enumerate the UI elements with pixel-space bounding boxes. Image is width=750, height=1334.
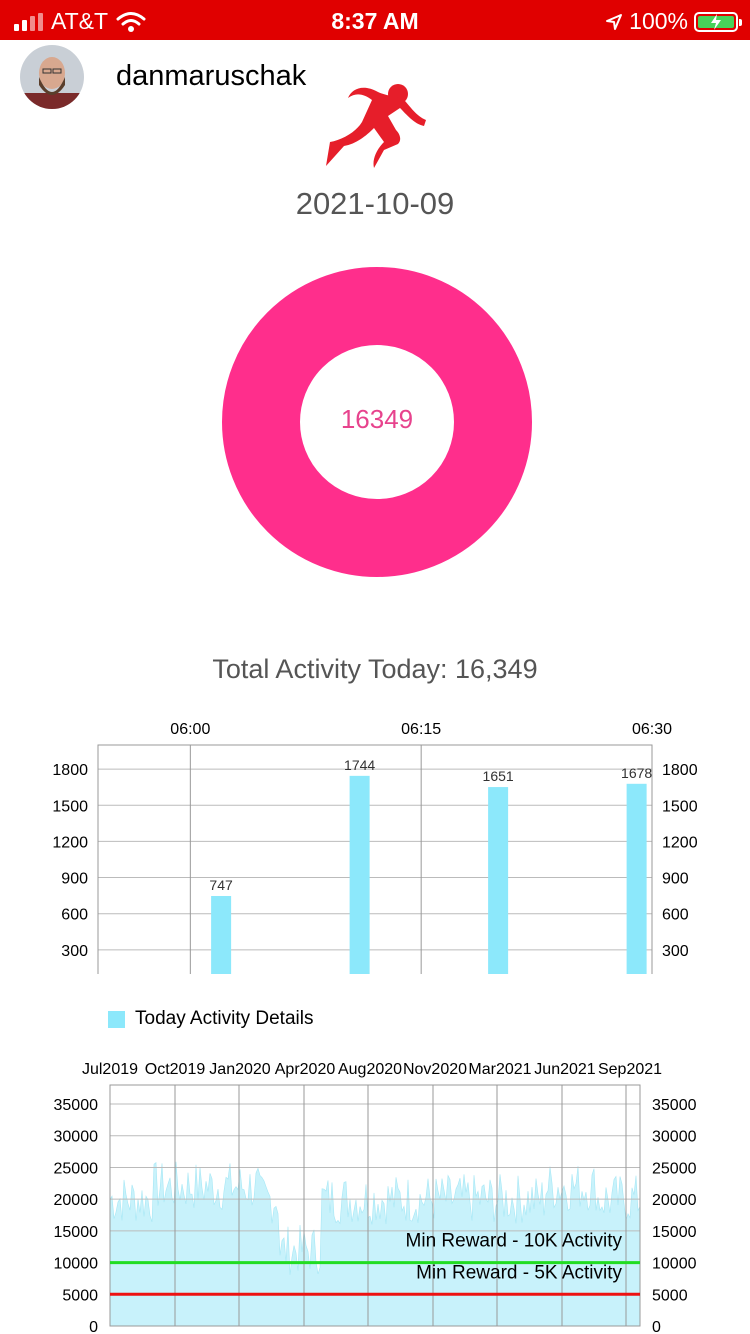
avatar[interactable]	[20, 45, 84, 109]
bar-value-label: 747	[209, 877, 233, 893]
y-tick-label-right: 30000	[652, 1129, 697, 1146]
plot-frame	[97, 744, 653, 974]
x-tick-label: Jan2020	[209, 1061, 270, 1078]
donut-value: 16349	[340, 404, 414, 434]
y-tick-label-right: 35000	[652, 1097, 697, 1114]
y-tick-label-left: 10000	[54, 1256, 99, 1273]
y-tick-label-left: 35000	[54, 1097, 99, 1114]
x-tick-label: Mar2021	[468, 1061, 531, 1078]
bar	[488, 787, 509, 974]
y-tick-label-left: 20000	[54, 1192, 99, 1209]
y-tick-label-left: 25000	[54, 1160, 99, 1177]
activity-date: 2021-10-09	[295, 186, 455, 221]
y-tick-label-left: 600	[61, 907, 88, 924]
status-bar: AT&T 8:37 AM 100%	[0, 0, 750, 40]
status-time: 8:37 AM	[331, 8, 419, 34]
cellular-signal-icon	[14, 12, 43, 31]
donut-ring	[222, 267, 532, 577]
bar	[626, 783, 647, 974]
activity-donut	[222, 267, 532, 577]
y-tick-label-right: 5000	[652, 1287, 688, 1304]
x-tick-label: Apr2020	[275, 1061, 336, 1078]
x-tick-label: Aug2020	[338, 1061, 402, 1078]
x-tick-label: 06:00	[170, 721, 210, 738]
x-tick-label: Oct2019	[145, 1061, 206, 1078]
y-tick-label-left: 0	[89, 1319, 98, 1334]
activity-history-area	[109, 1161, 641, 1327]
today-activity-chart: 0030030060060090090012001200150015001800…	[52, 721, 698, 974]
runner-icon	[326, 84, 426, 168]
y-tick-label-left: 15000	[54, 1224, 99, 1241]
x-tick-label: 06:15	[401, 721, 441, 738]
y-tick-label-right: 25000	[652, 1160, 697, 1177]
bar-value-label: 1651	[483, 768, 514, 784]
x-tick-label: 06:30	[632, 721, 672, 738]
status-left: AT&T	[14, 8, 146, 35]
y-tick-label-right: 300	[662, 943, 689, 960]
x-tick-label: Jun2021	[534, 1061, 595, 1078]
bar-chart-legend: Today Activity Details	[108, 1008, 313, 1030]
bar-value-label: 1744	[344, 757, 375, 773]
y-tick-label-right: 0	[652, 1319, 661, 1334]
location-arrow-icon	[606, 13, 623, 30]
wifi-icon	[116, 11, 146, 32]
battery-percent: 100%	[629, 8, 688, 34]
bar	[349, 775, 370, 974]
y-tick-label-left: 5000	[62, 1287, 98, 1304]
plot-frame	[109, 1084, 641, 1327]
y-tick-label-right: 1800	[662, 762, 698, 779]
total-activity: Total Activity Today: 16,349	[212, 654, 538, 684]
y-tick-label-right: 1500	[662, 798, 698, 815]
history-activity-chart: Jul2019 Oct2019 Jan2020 Apr2020 Aug2020 Nov20…	[54, 1061, 697, 1334]
reference-line-label: Min Reward - 10K Activity	[406, 1231, 623, 1252]
y-tick-label-left: 1200	[52, 834, 88, 851]
y-tick-label-right: 900	[662, 871, 689, 888]
y-tick-label-right: 1200	[662, 834, 698, 851]
y-tick-label-left: 30000	[54, 1129, 99, 1146]
y-tick-label-right: 600	[662, 907, 689, 924]
y-tick-label-right: 10000	[652, 1256, 697, 1273]
x-tick-label: Jul2019	[82, 1061, 138, 1078]
status-right: 100%	[605, 8, 742, 35]
y-tick-label-left: 1500	[52, 798, 88, 815]
reference-line-label: Min Reward - 5K Activity	[416, 1262, 622, 1283]
legend-label: Today Activity Details	[135, 1008, 314, 1029]
battery-charging-icon	[694, 11, 742, 32]
bar	[211, 895, 232, 974]
x-tick-label: Nov2020	[403, 1061, 467, 1078]
carrier-label: AT&T	[51, 8, 109, 34]
y-tick-label-left: 1800	[52, 762, 88, 779]
y-tick-label-right: 20000	[652, 1192, 697, 1209]
y-tick-label-right: 15000	[652, 1224, 697, 1241]
y-tick-label-left: 900	[61, 871, 88, 888]
y-tick-label-left: 300	[61, 943, 88, 960]
bar-value-label: 1678	[621, 765, 652, 781]
x-tick-label: Sep2021	[598, 1061, 662, 1078]
legend-swatch	[108, 1010, 125, 1028]
username: danmaruschak	[116, 60, 307, 92]
